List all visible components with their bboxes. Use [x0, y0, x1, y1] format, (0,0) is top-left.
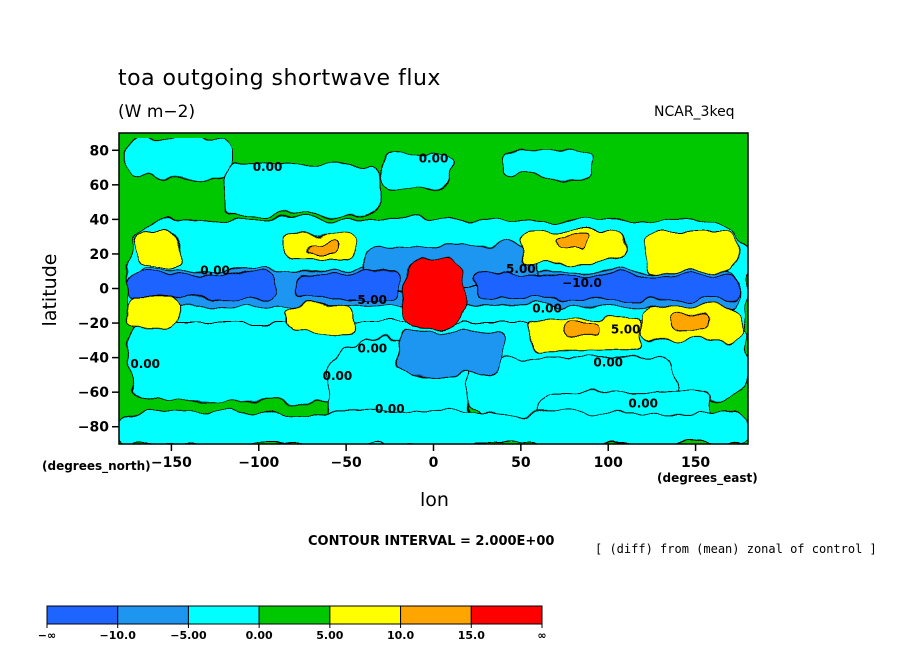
colorbar-swatch-1: [117, 605, 189, 625]
contour-region-16: [135, 230, 181, 270]
colorbar-label-2: −5.00: [170, 629, 207, 642]
colorbar-swatch-5: [400, 605, 472, 625]
x-axis-label: lon: [420, 489, 449, 511]
x-tick-label-5: 100: [594, 455, 623, 471]
contour-label-5: 0.00: [532, 302, 562, 316]
contour-label-1: 0.00: [253, 160, 283, 174]
model-label: NCAR_3keq: [654, 104, 735, 120]
contour-label-6: 5.00: [611, 322, 641, 336]
contour-label-2: 5.00: [506, 262, 536, 276]
y-tick-label-8: −80: [78, 420, 109, 436]
y-axis-units: (degrees_north): [42, 459, 151, 473]
chart-title: toa outgoing shortwave flux: [118, 66, 441, 91]
contour-region-15: [476, 274, 740, 300]
contour-label-13: 0.00: [200, 264, 230, 278]
colorbar-label-4: 5.00: [316, 629, 343, 642]
y-tick-label-5: −20: [78, 316, 109, 332]
contour-label-8: 0.00: [323, 369, 353, 383]
contour-region-27: [564, 322, 600, 338]
contour-region-12: [398, 331, 504, 376]
colorbar-label-3: 0.00: [246, 629, 273, 642]
contour-region-1: [223, 163, 382, 217]
colorbar-label-0: −∞: [38, 629, 56, 642]
contour-region-9: [119, 412, 748, 444]
contour-label-0: 0.00: [419, 151, 449, 165]
contour-region-19: [642, 230, 740, 272]
contour-label-9: 0.00: [593, 355, 623, 369]
y-tick-label-3: 20: [90, 247, 110, 263]
difference-note: [ (diff) from (mean) zonal of control ]: [595, 542, 877, 556]
contour-label-12: 0.00: [375, 402, 405, 416]
y-axis: 80 60 40 20 0 −20 −40 −60 −80: [78, 143, 119, 436]
contour-region-14: [293, 274, 400, 300]
contour-region-28: [403, 258, 466, 329]
x-tick-label-1: −100: [238, 455, 279, 471]
x-tick-label-2: −50: [331, 455, 362, 471]
contour-label-7: 0.00: [358, 341, 388, 355]
x-axis: −150 −100 −50 0 50 100 150: [151, 444, 710, 471]
colorbar-swatch-4: [329, 605, 402, 625]
contour-region-26: [668, 313, 714, 333]
chart-units: (W m−2): [118, 102, 196, 122]
contour-interval: CONTOUR INTERVAL = 2.000E+00: [308, 534, 555, 549]
colorbar-label-1: −10.0: [100, 629, 137, 642]
y-tick-label-6: −40: [78, 351, 109, 367]
filled-contours: [119, 137, 748, 444]
y-tick-label-1: 60: [90, 178, 110, 194]
x-tick-label-6: 150: [681, 455, 710, 471]
contour-label-3: −10.0: [562, 276, 602, 290]
colorbar-label-7: ∞: [537, 629, 546, 642]
contour-label-4: −5.00: [347, 293, 387, 307]
contour-region-25: [555, 236, 588, 251]
colorbar-label-6: 15.0: [458, 629, 485, 642]
y-tick-label-4: 0: [99, 282, 109, 298]
colorbar-swatch-6: [470, 605, 543, 625]
x-axis-units: (degrees_east): [657, 471, 758, 485]
y-tick-label-7: −60: [78, 385, 109, 401]
contour-region-20: [127, 296, 181, 329]
y-tick-label-2: 40: [90, 212, 110, 228]
contour-region-2: [380, 153, 452, 189]
contour-label-11: 0.00: [628, 397, 658, 411]
x-tick-label-4: 50: [511, 455, 531, 471]
colorbar-swatch-2: [187, 605, 260, 625]
colorbar-swatch-3: [258, 605, 331, 625]
x-tick-label-0: −150: [151, 455, 192, 471]
x-tick-label-3: 0: [429, 455, 439, 471]
contour-region-24: [310, 241, 338, 255]
contour-region-0: [127, 137, 234, 177]
contour-labels: 0.00 0.00 5.00 −10.0 −5.00 0.00 5.00 0.00 0.00 0.…: [130, 151, 658, 416]
contour-label-10: 0.00: [130, 357, 160, 371]
colorbar: −∞ −10.0 −5.00 0.00 5.00 10.0 15.0 ∞: [38, 605, 547, 642]
contour-region-3: [502, 149, 592, 177]
colorbar-swatch-0: [46, 605, 119, 625]
y-tick-label-0: 80: [90, 143, 110, 159]
contour-region-21: [284, 305, 356, 333]
contour-region-13: [127, 274, 277, 298]
colorbar-label-5: 10.0: [387, 629, 414, 642]
